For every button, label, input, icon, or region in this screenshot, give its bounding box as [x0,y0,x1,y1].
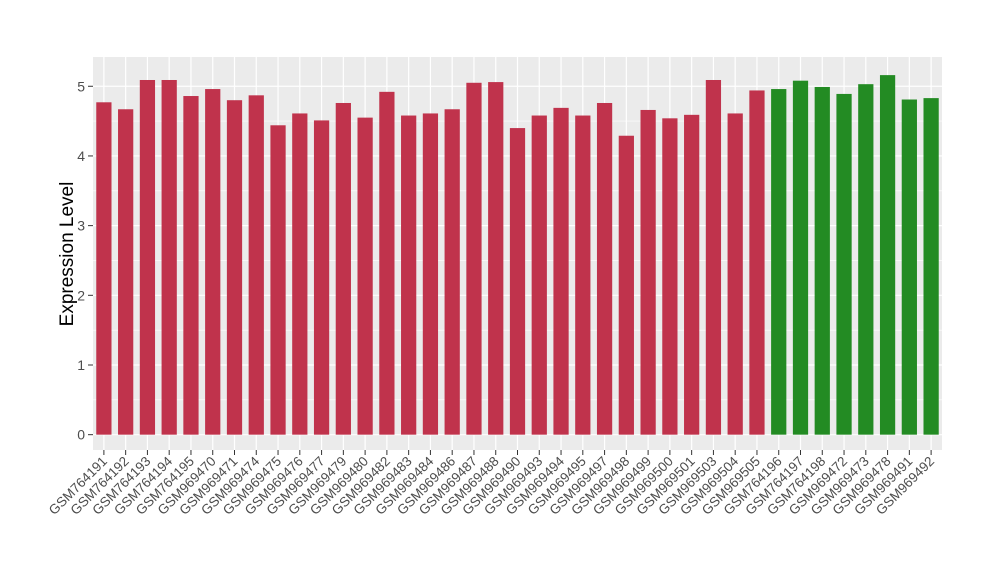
bar [901,99,917,435]
bar [771,89,787,435]
y-tick-label: 1 [77,357,85,373]
bar [727,113,743,435]
bar [836,93,852,435]
bar [509,128,526,435]
bar [292,113,308,435]
bar [401,115,417,435]
bar [270,125,286,435]
y-tick-label: 2 [77,287,85,303]
bar [313,120,330,435]
bar [923,98,939,435]
bar [335,102,351,435]
bar [749,90,765,435]
bar [705,79,722,435]
bar [466,82,482,435]
bar [618,135,634,435]
bar [96,102,112,435]
bar [814,86,830,435]
y-tick-label: 4 [77,148,85,164]
bar [161,79,177,435]
bar [553,107,569,435]
bar [596,102,613,435]
bar [531,115,547,435]
bar [226,100,243,435]
bar [792,80,809,435]
bar [662,118,678,435]
bar [248,95,264,435]
bar [379,91,395,435]
bar [488,82,504,435]
bar [640,109,656,435]
y-axis-label: Expression Level [57,182,78,327]
bar [858,84,874,435]
bar [444,109,460,435]
bar [118,109,134,435]
bar [205,89,221,435]
bar [357,117,373,435]
y-tick-label: 5 [77,78,85,94]
bar [575,115,591,435]
bars-group [96,75,939,435]
bar [183,96,199,435]
y-tick-label: 3 [77,218,85,234]
bar [684,114,700,435]
bar [879,75,896,435]
y-tick-label: 0 [77,427,85,443]
x-axis: GSM764191GSM764192GSM764193GSM764194GSM7… [46,450,937,518]
bar [139,79,156,435]
bar [422,113,439,435]
y-axis: 0 1 2 3 4 5 [77,78,93,443]
